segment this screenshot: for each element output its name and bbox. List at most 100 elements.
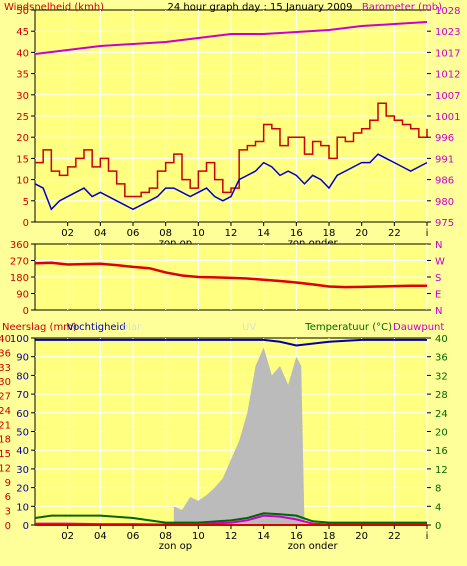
- direction-right-tick-label: S: [435, 273, 441, 284]
- rain-left-tick-label: 12: [0, 463, 11, 474]
- wind-left-tick-label: 50: [16, 6, 29, 17]
- rain-left-tick-label: 0: [5, 521, 11, 532]
- humidity-left-tick-label: 80: [16, 371, 29, 382]
- wind-x-tick-label: 10: [192, 228, 205, 239]
- wind-direction-line: [34, 261, 427, 289]
- wind-left-tick-label: 45: [16, 27, 29, 38]
- temperature-right-tick-label: 16: [435, 446, 448, 457]
- temperature-right-tick-label: 28: [435, 390, 448, 401]
- wind-x-tick-label: 08: [159, 228, 172, 239]
- wind-speed-line: [35, 102, 428, 198]
- rain-x-tick-label: 02: [61, 531, 74, 542]
- wind-right-tick-label: 991: [435, 154, 454, 165]
- rain-left-tick-label: 24: [0, 406, 11, 417]
- uv-axis-label: UV: [242, 322, 256, 333]
- rain-x-tick-label: 08: [159, 531, 172, 542]
- temperature-axis-label: Temperatuur (°C): [304, 322, 392, 333]
- rain-left-tick-label: 30: [0, 377, 11, 388]
- temperature-right-tick-label: 20: [435, 428, 448, 439]
- rain-left-tick-label: 27: [0, 392, 11, 403]
- direction-left-tick-label: 270: [10, 257, 29, 268]
- humidity-left-tick-label: 20: [16, 484, 29, 495]
- direction-left-tick-label: 180: [10, 273, 29, 284]
- wind-x-tick-label: 06: [127, 228, 140, 239]
- wind-right-tick-label: 1028: [435, 6, 460, 17]
- direction-right-tick-label: W: [435, 257, 445, 268]
- chart-title: 24 hour graph day : 15 January 2009: [168, 2, 353, 13]
- direction-left-tick-label: 360: [10, 240, 29, 251]
- wind-x-tick-label: 20: [355, 228, 368, 239]
- rain-x-tick-label: 16: [290, 531, 303, 542]
- barometer-axis-label: Barometer (mb): [362, 2, 442, 13]
- wind-left-tick-label: 10: [16, 176, 29, 187]
- rain-x-tick-label: 22: [388, 531, 401, 542]
- wind-right-tick-label: 986: [435, 176, 454, 187]
- rain-x-tick-label: 18: [323, 531, 336, 542]
- wind-x-tick-label: 16: [290, 228, 303, 239]
- humidity-left-tick-label: 30: [16, 465, 29, 476]
- wind-right-tick-label: 1007: [435, 91, 460, 102]
- rain-x-tick-label: 12: [225, 531, 238, 542]
- wind-left-tick-label: 35: [16, 70, 29, 81]
- wind-right-tick-label: 1012: [435, 70, 460, 81]
- rain-x-tick-label: 14: [257, 531, 270, 542]
- direction-left-tick-label: 90: [16, 290, 29, 301]
- temperature-right-tick-label: 0: [435, 521, 441, 532]
- direction-right-tick-label: N: [435, 240, 442, 251]
- rain-left-tick-label: 18: [0, 435, 11, 446]
- rain-x-tick-label: i: [426, 531, 429, 542]
- wind-x-tick-label: 22: [388, 228, 401, 239]
- wind-right-tick-label: 1017: [435, 48, 460, 59]
- rain-left-tick-label: 36: [0, 348, 11, 359]
- wind-left-tick-label: 0: [23, 218, 29, 229]
- wind-right-tick-label: 980: [435, 197, 454, 208]
- wind-right-tick-label: 1001: [435, 112, 460, 123]
- humidity-axis-label: Vochtigheid: [67, 322, 126, 333]
- wind-right-tick-label: 975: [435, 218, 454, 229]
- barometer-line: [34, 21, 428, 55]
- wind-average-line: [34, 153, 428, 211]
- wind-right-tick-label: 996: [435, 133, 454, 144]
- temperature-right-tick-label: 36: [435, 353, 448, 364]
- wind-x-tick-label: i: [426, 228, 429, 239]
- wind-axis-label: Windsnelheid (kmh): [4, 2, 104, 13]
- rain-left-tick-label: 21: [0, 420, 11, 431]
- wind-left-tick-label: 15: [16, 154, 29, 165]
- direction-left-tick-label: 0: [23, 306, 29, 317]
- wind-left-tick-label: 40: [16, 48, 29, 59]
- direction-right-tick-label: E: [435, 290, 441, 301]
- direction-right-tick-label: N: [435, 306, 442, 317]
- wind-x-tick-label: 18: [323, 228, 336, 239]
- humidity-left-tick-label: 0: [23, 521, 29, 532]
- humidity-left-tick-label: 100: [10, 334, 29, 345]
- temperature-right-tick-label: 12: [435, 465, 448, 476]
- humidity-line: [35, 338, 427, 347]
- temperature-right-tick-label: 40: [435, 334, 448, 345]
- rain-axis-label: Neerslag (mm): [2, 322, 77, 333]
- rain-left-tick-label: 15: [0, 449, 11, 460]
- temperature-right-tick-label: 4: [435, 502, 441, 513]
- rain-left-tick-label: 6: [5, 492, 11, 503]
- temperature-right-tick-label: 24: [435, 409, 448, 420]
- humidity-left-tick-label: 70: [16, 390, 29, 401]
- rain-x-tick-label: 06: [127, 531, 140, 542]
- rain-left-tick-label: 40: [0, 334, 11, 345]
- sunrise-label-bottom: zon op: [159, 541, 192, 552]
- temperature-right-tick-label: 8: [435, 484, 441, 495]
- wind-left-tick-label: 5: [23, 197, 29, 208]
- temperature-right-tick-label: 32: [435, 371, 448, 382]
- rain-left-tick-label: 9: [5, 478, 11, 489]
- temperature-line: [34, 512, 427, 524]
- rain-x-tick-label: 04: [94, 531, 107, 542]
- humidity-left-tick-label: 40: [16, 446, 29, 457]
- wind-x-tick-label: 02: [61, 228, 74, 239]
- uv-area: [173, 347, 305, 525]
- wind-left-tick-label: 25: [16, 112, 29, 123]
- wind-right-tick-label: 1023: [435, 27, 460, 38]
- rain-x-tick-label: 10: [192, 531, 205, 542]
- wind-x-tick-label: 14: [257, 228, 270, 239]
- rain-left-tick-label: 33: [0, 363, 11, 374]
- humidity-left-tick-label: 50: [16, 428, 29, 439]
